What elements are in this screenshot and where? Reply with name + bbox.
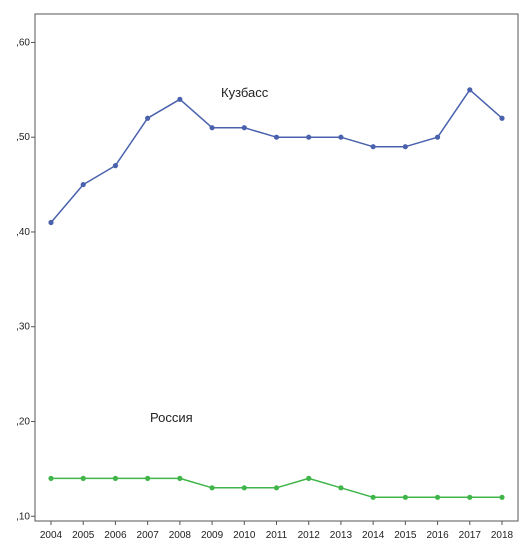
x-tick-label: 2006 (104, 530, 127, 541)
data-point (434, 134, 441, 140)
x-axis: 2004 2005 2006 2007 2008 2009 2010 2011 2012 2013… (40, 521, 514, 541)
data-point (467, 87, 473, 93)
data-point (241, 485, 247, 491)
x-tick-label: 2013 (330, 530, 353, 541)
data-point (48, 475, 54, 481)
data-point (145, 115, 151, 121)
series-points (48, 87, 505, 500)
data-point (80, 475, 86, 481)
data-point (273, 134, 280, 140)
data-point (402, 494, 408, 500)
series-label-kuzbass: Кузбасс (221, 85, 269, 100)
x-tick-label: 2008 (169, 530, 192, 541)
y-tick-label: ,30 (16, 322, 30, 333)
series-label-russia: Россия (150, 410, 193, 425)
data-point (145, 475, 151, 481)
y-tick-label: ,20 (16, 416, 30, 427)
data-point (370, 144, 376, 150)
data-point (209, 485, 215, 491)
data-point (434, 494, 441, 500)
x-tick-label: 2009 (201, 530, 224, 541)
data-point (370, 494, 376, 500)
x-tick-label: 2012 (298, 530, 321, 541)
y-tick-label: ,10 (16, 511, 30, 522)
x-tick-label: 2011 (266, 530, 288, 541)
data-point (209, 125, 215, 131)
x-tick-label: 2017 (459, 530, 482, 541)
x-tick-label: 2004 (40, 530, 63, 541)
data-point (402, 144, 408, 150)
data-point (241, 125, 247, 131)
x-tick-label: 2010 (233, 530, 256, 541)
y-tick-label: ,50 (16, 132, 30, 143)
y-axis: ,10 ,20 ,30 ,40 ,50 ,60 (16, 37, 35, 522)
data-point (112, 163, 119, 169)
data-point (306, 475, 312, 481)
x-tick-label: 2018 (491, 530, 514, 541)
data-point (499, 494, 505, 500)
x-tick-label: 2015 (394, 530, 417, 541)
data-point (112, 475, 119, 481)
y-tick-label: ,40 (16, 227, 30, 238)
y-tick-label: ,60 (16, 37, 30, 48)
data-point (177, 475, 183, 481)
x-tick-label: 2014 (362, 530, 385, 541)
data-point (306, 134, 312, 140)
data-point (338, 134, 344, 140)
plot-area (34, 13, 519, 522)
data-point (177, 96, 183, 102)
data-point (48, 219, 54, 226)
data-point (273, 485, 280, 491)
data-point (338, 485, 344, 491)
x-tick-label: 2007 (137, 530, 160, 541)
x-tick-label: 2005 (72, 530, 95, 541)
x-tick-label: 2016 (426, 530, 449, 541)
data-point (499, 115, 505, 121)
data-point (80, 181, 86, 188)
data-point (467, 494, 473, 500)
